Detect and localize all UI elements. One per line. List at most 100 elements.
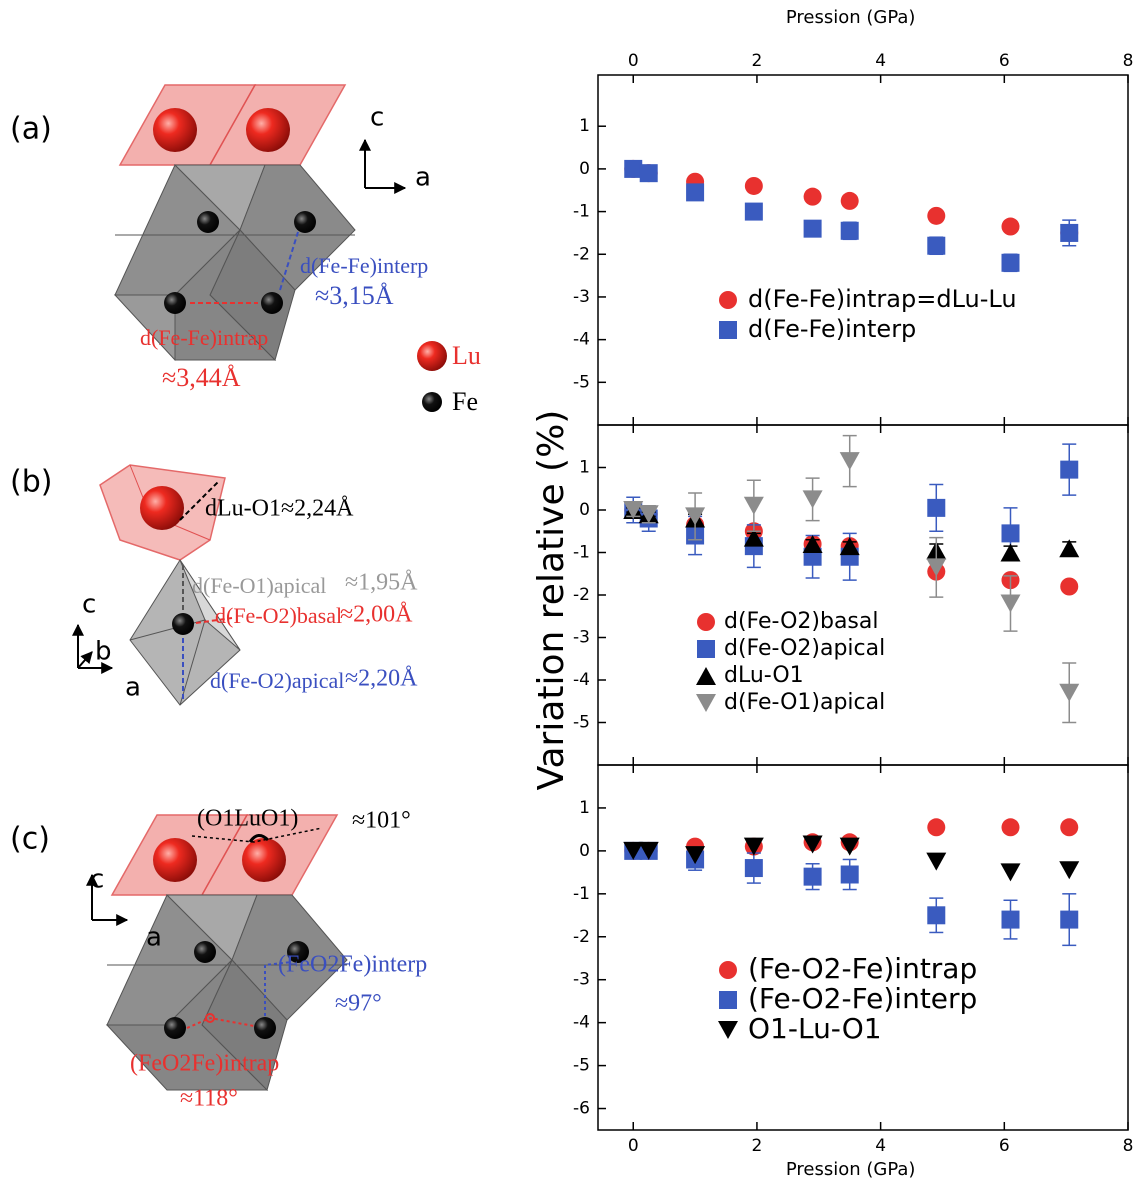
x-tick-label: 0 bbox=[628, 51, 639, 71]
marker bbox=[840, 865, 859, 884]
marker bbox=[697, 613, 715, 631]
legend-entry: d(Fe-O2)apical bbox=[697, 636, 885, 661]
annotation: d(Fe-O2)basal bbox=[215, 603, 342, 628]
lu-key bbox=[417, 341, 447, 371]
marker bbox=[839, 837, 860, 856]
x-tick-label: 8 bbox=[1123, 1136, 1134, 1156]
atom-legend: Fe bbox=[452, 387, 478, 416]
marker bbox=[696, 694, 716, 712]
marker bbox=[1000, 594, 1021, 613]
x-tick-label: 2 bbox=[752, 51, 763, 71]
marker bbox=[1001, 217, 1020, 236]
y-tick-label: -4 bbox=[573, 330, 590, 350]
annotation: (FeO2Fe)intrap bbox=[130, 1051, 279, 1077]
axis-letter: b bbox=[95, 637, 112, 667]
marker bbox=[927, 236, 946, 255]
legend-label: d(Fe-Fe)interp bbox=[748, 315, 916, 343]
x-tick-label: 6 bbox=[999, 1136, 1010, 1156]
legend-entry: d(Fe-Fe)intrap=dLu-Lu bbox=[719, 285, 1017, 313]
annotation: d(Fe-O1)apical bbox=[192, 573, 326, 598]
marker bbox=[744, 859, 763, 878]
marker bbox=[719, 991, 737, 1009]
legend-entry: d(Fe-O1)apical bbox=[696, 690, 885, 715]
x-tick-label: 6 bbox=[999, 51, 1010, 71]
marker bbox=[696, 667, 716, 685]
marker bbox=[686, 183, 705, 202]
legend-label: (Fe-O2-Fe)intrap bbox=[748, 952, 977, 985]
annotation: (FeO2Fe)interp bbox=[278, 952, 427, 978]
marker bbox=[927, 818, 946, 837]
marker bbox=[1001, 253, 1020, 272]
fe-key bbox=[422, 392, 442, 412]
y-axis-title: Variation relative (%) bbox=[531, 410, 572, 791]
x-tick-label: 4 bbox=[875, 1136, 886, 1156]
annotation: dLu-O1≈2,24Å bbox=[205, 496, 354, 522]
y-tick-label: 0 bbox=[579, 159, 590, 179]
marker bbox=[718, 1021, 738, 1039]
marker bbox=[743, 837, 764, 856]
marker bbox=[840, 221, 859, 240]
marker bbox=[697, 640, 715, 658]
y-tick-label: -4 bbox=[573, 1013, 590, 1033]
marker bbox=[839, 537, 860, 556]
legend-entry: O1-Lu-O1 bbox=[718, 1012, 882, 1045]
legend-label: (Fe-O2-Fe)interp bbox=[748, 982, 977, 1015]
marker bbox=[927, 498, 946, 517]
annotation: ≈101° bbox=[352, 808, 411, 834]
marker bbox=[927, 206, 946, 225]
y-tick-label: 1 bbox=[579, 116, 590, 136]
y-tick-label: 1 bbox=[579, 798, 590, 818]
axis-letter: c bbox=[370, 103, 384, 133]
marker bbox=[926, 852, 947, 871]
legend-label: d(Fe-Fe)intrap=dLu-Lu bbox=[748, 285, 1017, 313]
marker bbox=[1059, 683, 1080, 702]
marker bbox=[802, 490, 823, 509]
structure-c bbox=[86, 814, 348, 1091]
marker bbox=[685, 846, 706, 865]
legend-label: d(Fe-O2)basal bbox=[724, 609, 878, 634]
axis-letter: a bbox=[415, 163, 431, 193]
annotation: d(Fe-Fe)intrap bbox=[140, 325, 268, 350]
annotation: (O1LuO1) bbox=[197, 806, 298, 832]
marker bbox=[803, 867, 822, 886]
axis-letter: c bbox=[90, 865, 104, 895]
marker bbox=[623, 501, 644, 519]
y-tick-label: -1 bbox=[573, 543, 590, 563]
annotation: ≈118° bbox=[180, 1086, 238, 1112]
marker bbox=[927, 906, 946, 925]
marker bbox=[719, 291, 737, 309]
marker bbox=[638, 505, 659, 524]
marker bbox=[1060, 910, 1079, 929]
y-tick-label: -5 bbox=[573, 372, 590, 392]
y-tick-label: -2 bbox=[573, 927, 590, 947]
marker bbox=[802, 535, 823, 553]
structure-b bbox=[72, 464, 241, 706]
y-tick-label: -6 bbox=[573, 1099, 590, 1119]
marker bbox=[803, 187, 822, 206]
y-tick-label: 1 bbox=[579, 458, 590, 478]
marker bbox=[719, 321, 737, 339]
marker bbox=[1000, 863, 1021, 882]
x-axis-title: Pression (GPa) bbox=[786, 1159, 916, 1180]
x-tick-label: 2 bbox=[752, 1136, 763, 1156]
panel-label: (b) bbox=[10, 465, 52, 500]
marker bbox=[840, 191, 859, 210]
structure-a bbox=[113, 84, 407, 361]
axis-letter: a bbox=[125, 673, 141, 703]
legend-entry: (Fe-O2-Fe)interp bbox=[719, 982, 977, 1015]
marker bbox=[744, 202, 763, 221]
panel: 1 0 -1 -2 -3 -4 -5 0 2 4 6 8 Pression (GPa) d(Fe-Fe)i… bbox=[573, 7, 1133, 426]
y-tick-label: -1 bbox=[573, 202, 590, 222]
marker bbox=[1060, 818, 1079, 837]
marker bbox=[1060, 460, 1079, 479]
y-tick-label: -3 bbox=[573, 970, 590, 990]
axis-letter: a bbox=[146, 923, 162, 953]
plot-frame bbox=[597, 74, 1129, 426]
marker bbox=[624, 159, 643, 178]
annotation: d(Fe-Fe)interp bbox=[300, 253, 428, 278]
x-tick-label: 0 bbox=[628, 1136, 639, 1156]
marker bbox=[743, 496, 764, 515]
y-tick-label: -5 bbox=[573, 713, 590, 733]
legend-entry: d(Fe-O2)basal bbox=[697, 609, 878, 634]
